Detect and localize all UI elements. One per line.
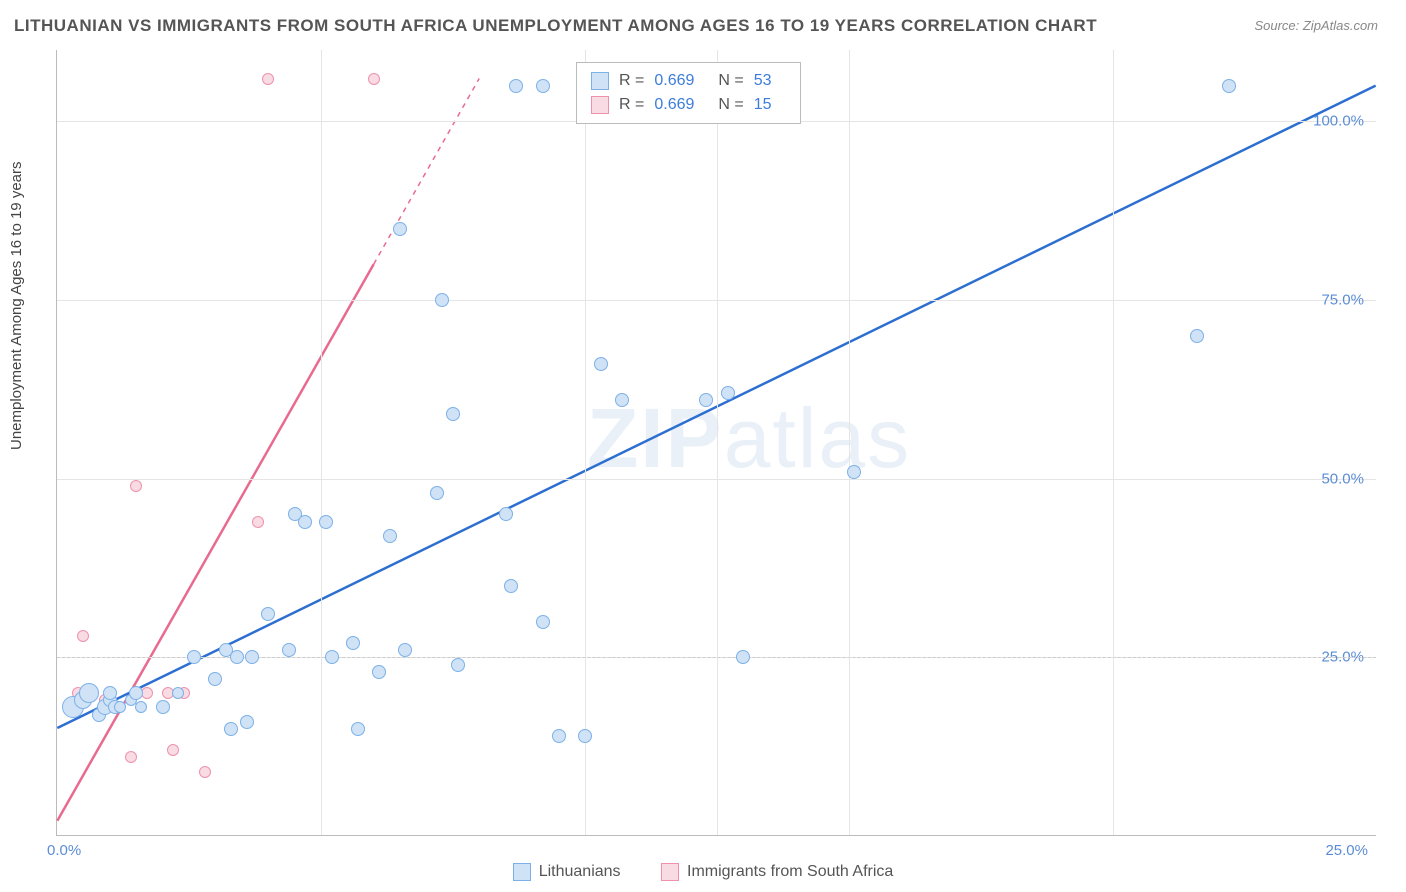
- r-value-blue: 0.669: [654, 69, 694, 93]
- point-pink: [130, 480, 142, 492]
- point-blue: [536, 79, 550, 93]
- watermark: ZIPatlas: [587, 390, 911, 487]
- point-blue: [504, 579, 518, 593]
- point-blue: [536, 615, 550, 629]
- gridline-v: [1113, 50, 1114, 835]
- point-blue: [346, 636, 360, 650]
- gridline-v: [585, 50, 586, 835]
- y-axis-label: Unemployment Among Ages 16 to 19 years: [8, 161, 25, 450]
- point-blue: [721, 386, 735, 400]
- point-blue: [261, 607, 275, 621]
- y-tick-label: 75.0%: [1321, 292, 1364, 309]
- point-blue: [114, 701, 126, 713]
- y-tick-label: 50.0%: [1321, 470, 1364, 487]
- n-label: N =: [718, 93, 743, 117]
- point-pink: [368, 73, 380, 85]
- point-blue: [208, 672, 222, 686]
- n-label: N =: [718, 69, 743, 93]
- point-blue: [156, 700, 170, 714]
- point-blue: [736, 650, 750, 664]
- point-blue: [282, 643, 296, 657]
- swatch-pink: [661, 863, 679, 881]
- point-blue: [351, 722, 365, 736]
- legend-row-pink: R = 0.669 N = 15: [591, 93, 786, 117]
- point-pink: [262, 73, 274, 85]
- n-value-pink: 15: [754, 93, 772, 117]
- point-blue: [325, 650, 339, 664]
- point-blue: [430, 486, 444, 500]
- point-blue: [451, 658, 465, 672]
- point-blue: [1222, 79, 1236, 93]
- gridline-v: [321, 50, 322, 835]
- point-blue: [393, 222, 407, 236]
- point-blue: [129, 686, 143, 700]
- point-blue: [240, 715, 254, 729]
- point-blue: [172, 687, 184, 699]
- point-pink: [199, 766, 211, 778]
- legend-label-pink: Immigrants from South Africa: [687, 863, 893, 881]
- point-blue: [435, 293, 449, 307]
- r-value-pink: 0.669: [654, 93, 694, 117]
- swatch-pink: [591, 96, 609, 114]
- point-blue: [578, 729, 592, 743]
- point-pink: [77, 630, 89, 642]
- legend-series: Lithuanians Immigrants from South Africa: [0, 863, 1406, 886]
- swatch-blue: [591, 72, 609, 90]
- point-pink: [252, 516, 264, 528]
- point-blue: [594, 357, 608, 371]
- point-blue: [135, 701, 147, 713]
- swatch-blue: [513, 863, 531, 881]
- point-blue: [383, 529, 397, 543]
- r-label: R =: [619, 93, 644, 117]
- point-blue: [230, 650, 244, 664]
- plot-area: ZIPatlas 25.0%50.0%75.0%100.0%0.0%25.0%: [56, 50, 1376, 836]
- point-blue: [245, 650, 259, 664]
- point-blue: [103, 686, 117, 700]
- legend-row-blue: R = 0.669 N = 53: [591, 69, 786, 93]
- point-blue: [446, 407, 460, 421]
- legend-item-pink: Immigrants from South Africa: [661, 863, 893, 881]
- source-attribution: Source: ZipAtlas.com: [1254, 18, 1378, 33]
- x-tick-label: 0.0%: [47, 842, 81, 859]
- point-blue: [509, 79, 523, 93]
- gridline-v: [717, 50, 718, 835]
- r-label: R =: [619, 69, 644, 93]
- point-blue: [699, 393, 713, 407]
- point-pink: [167, 744, 179, 756]
- point-blue: [847, 465, 861, 479]
- point-blue: [187, 650, 201, 664]
- point-blue: [224, 722, 238, 736]
- point-blue: [372, 665, 386, 679]
- legend-item-blue: Lithuanians: [513, 863, 621, 881]
- point-blue: [615, 393, 629, 407]
- point-blue: [499, 507, 513, 521]
- gridline-v: [849, 50, 850, 835]
- point-pink: [125, 751, 137, 763]
- point-blue: [398, 643, 412, 657]
- legend-label-blue: Lithuanians: [539, 863, 621, 881]
- x-tick-label: 25.0%: [1325, 842, 1368, 859]
- point-blue: [298, 515, 312, 529]
- point-blue: [79, 683, 99, 703]
- y-tick-label: 100.0%: [1313, 113, 1364, 130]
- point-blue: [1190, 329, 1204, 343]
- n-value-blue: 53: [754, 69, 772, 93]
- chart-title: LITHUANIAN VS IMMIGRANTS FROM SOUTH AFRI…: [14, 16, 1097, 36]
- point-blue: [319, 515, 333, 529]
- legend-stats: R = 0.669 N = 53 R = 0.669 N = 15: [576, 62, 801, 124]
- point-blue: [552, 729, 566, 743]
